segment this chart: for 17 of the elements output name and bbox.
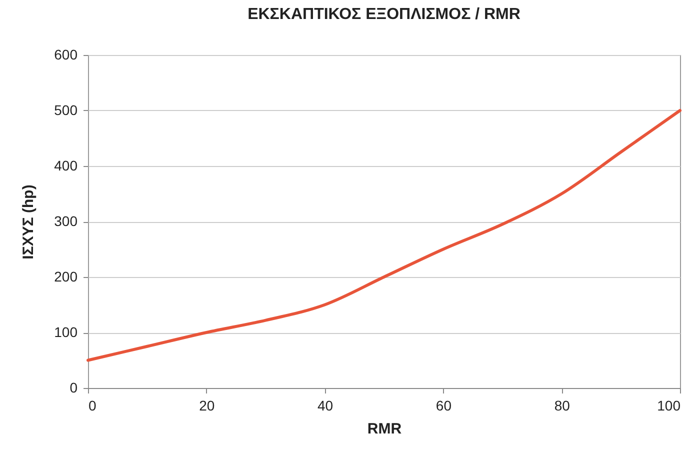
x-tick-label: 60 [436,398,452,414]
y-tick-label: 600 [54,46,78,62]
y-tick-label: 0 [70,380,78,396]
y-tick-label: 200 [54,268,78,284]
x-axis-title: RMR [367,420,402,438]
y-axis-title: ΙΣΧΥΣ (hp) [20,184,38,260]
x-tick-label: 0 [88,398,96,414]
y-tick-label: 400 [54,158,78,174]
x-tick-label: 80 [554,398,570,414]
x-tick-label: 40 [318,398,334,414]
chart-title: ΕΚΣΚΑΠΤΙΚΟΣ ΕΞΟΠΛΙΣΜΟΣ / RMR [248,6,521,23]
x-tick-label: 20 [199,398,215,414]
line-series [86,109,682,362]
y-tick-label: 300 [54,213,78,229]
y-tick-label: 500 [54,102,78,118]
x-tick-label: 100 [657,398,681,414]
y-tick-label: 100 [54,324,78,340]
